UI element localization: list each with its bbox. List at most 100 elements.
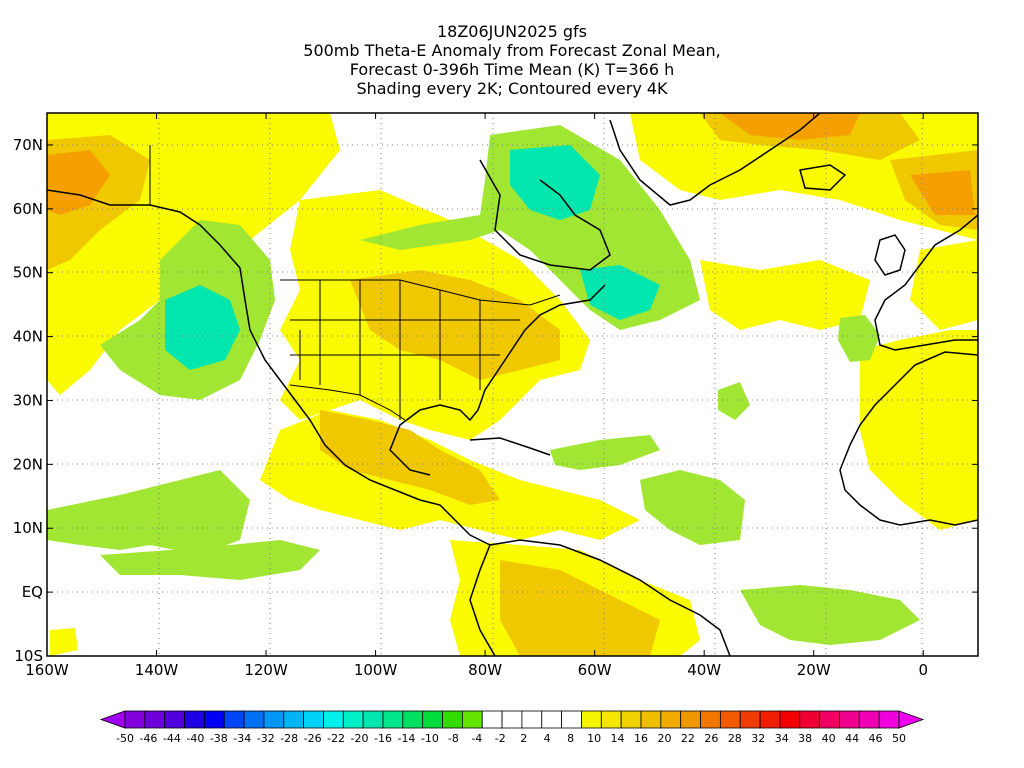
colorbar-swatch [263, 710, 285, 729]
colorbar-label: -16 [374, 732, 392, 745]
y-tick-label: 10N [13, 519, 43, 537]
colorbar-label: -28 [280, 732, 298, 745]
plot-frame [46, 112, 979, 657]
colorbar-swatch [283, 710, 305, 729]
coast-africa-west [839, 351, 978, 526]
colorbar-min-arrow [99, 710, 126, 729]
colorbar-swatch [799, 710, 821, 729]
colorbar-label: -46 [139, 732, 157, 745]
colorbar-label: -40 [186, 732, 204, 745]
x-tick-label: 80W [468, 661, 502, 679]
shade-orange-alaska [47, 150, 110, 215]
colorbar-label: -34 [233, 732, 251, 745]
colorbar-label: 2 [520, 732, 527, 745]
colorbar-swatch [819, 710, 840, 729]
x-tick-label: 160W [25, 661, 69, 679]
colorbar-swatch [501, 710, 523, 729]
x-tick-label: 20W [797, 661, 831, 679]
colorbar-label: -38 [210, 732, 228, 745]
title-line-3: Forecast 0-396h Time Mean (K) T=366 h [349, 60, 675, 79]
title-line-2: 500mb Theta-E Anomaly from Forecast Zona… [303, 41, 721, 60]
colorbar-label: -8 [448, 732, 459, 745]
colorbar-label: 10 [587, 732, 601, 745]
colorbar-swatch [124, 710, 146, 729]
y-tick-label: 60N [13, 200, 43, 218]
shade-green-pacific-south [100, 540, 320, 580]
colorbar-swatch [521, 710, 543, 729]
graticule [47, 113, 978, 656]
border-us-canada [280, 279, 561, 306]
colorbar-label: -10 [421, 732, 439, 745]
shade-yellow-europe [910, 240, 978, 330]
shade-gold-centralus [350, 270, 560, 380]
shade-green-southatlantic [740, 585, 920, 645]
shade-yellow-africa [860, 330, 978, 530]
title-line-4: Shading every 2K; Contoured every 4K [356, 79, 668, 98]
colorbar-swatch [620, 710, 642, 729]
colorbar-label: 38 [798, 732, 812, 745]
colorbar-swatch [402, 710, 424, 729]
colorbar-swatch [382, 710, 404, 729]
coastlines [47, 113, 978, 656]
colorbar-swatch [858, 710, 880, 729]
shade-cyangreen-eastpacific [165, 285, 240, 370]
colorbar-swatch [342, 710, 364, 729]
colorbar-swatch [739, 710, 761, 729]
colorbar-label: -2 [495, 732, 506, 745]
colorbar-label: 4 [544, 732, 551, 745]
shade-green-tropicalatlantic [640, 470, 745, 545]
x-tick-label: 140W [135, 661, 179, 679]
shade-gold-amazon [500, 560, 660, 656]
colorbar-label: 40 [822, 732, 836, 745]
colorbar-label: 20 [657, 732, 671, 745]
y-tick-label: 10S [14, 647, 43, 665]
colorbar-label: 14 [611, 732, 625, 745]
colorbar-swatch [461, 710, 483, 729]
shade-yellow-southwest [50, 628, 78, 656]
colorbar-swatch [362, 710, 384, 729]
political-borders [149, 145, 561, 421]
y-tick-label: 20N [13, 455, 43, 473]
colorbar-label: -50 [116, 732, 134, 745]
colorbar-label: -20 [351, 732, 369, 745]
border-us-states [290, 280, 520, 420]
coast-alaska [47, 189, 150, 206]
shade-orange-greenland [720, 113, 860, 140]
x-tick-label: 40W [687, 661, 721, 679]
colorbar-label: 46 [869, 732, 883, 745]
colorbar-label: 44 [845, 732, 859, 745]
colorbar-swatch [660, 710, 682, 729]
y-tick-label: 70N [13, 136, 43, 154]
colorbar-swatch [581, 710, 602, 729]
colorbar-label: -22 [327, 732, 345, 745]
x-tick-label: 120W [244, 661, 288, 679]
title-block: 18Z06JUN2025 gfs 500mb Theta-E Anomaly f… [0, 22, 1024, 98]
colorbar-swatch [600, 710, 622, 729]
coast-cuba [469, 437, 551, 456]
colorbar-label: 32 [751, 732, 765, 745]
shade-yellow-atlantic [700, 260, 870, 330]
colorbar-swatch [442, 710, 463, 729]
colorbar-label: 8 [567, 732, 574, 745]
colorbar-swatch [243, 710, 265, 729]
shade-green-azores [718, 382, 750, 420]
coast-south-america-west [469, 544, 496, 656]
colorbar-swatch [839, 710, 860, 729]
y-tick-label: 50N [13, 264, 43, 282]
colorbar-label: 34 [775, 732, 789, 745]
axis-ticks: 160W 140W 120W 100W 80W 60W 40W 20W 0 70N 60N 50N 40… [13, 113, 978, 679]
colorbar-label: 26 [704, 732, 718, 745]
colorbar-swatch [203, 710, 225, 729]
y-tick-label: EQ [22, 583, 43, 601]
shade-cyangreen-hudson [510, 145, 600, 220]
colorbar-label: -44 [163, 732, 181, 745]
colorbar-swatch [680, 710, 701, 729]
colorbar-swatch [719, 710, 741, 729]
shade-cyangreen-labrador [580, 265, 660, 320]
colorbar-swatch [144, 710, 166, 729]
colorbar-label: -26 [304, 732, 322, 745]
colorbar-label: 50 [892, 732, 906, 745]
shade-green-tropicalpacific [47, 470, 250, 555]
colorbar-swatch [541, 710, 563, 729]
coast-south-america [489, 539, 731, 656]
